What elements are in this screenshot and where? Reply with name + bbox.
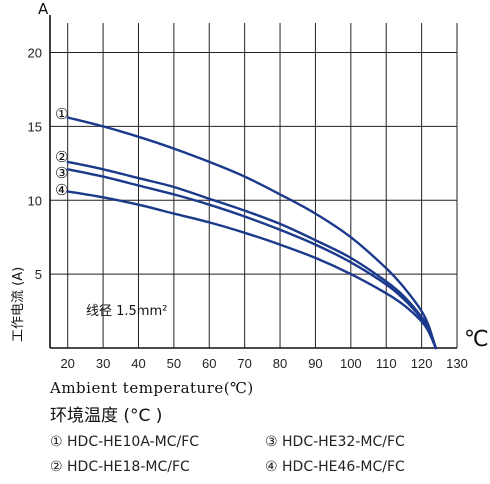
legend-label: HDC-HE46-MC/FC: [282, 459, 405, 475]
series-line-3: [66, 168, 437, 350]
x-tick-label: 100: [340, 356, 362, 371]
x-axis-title-en: Ambient temperature(℃): [50, 379, 254, 397]
y-axis-title: 工作电流 (A): [11, 267, 26, 342]
x-tick-label: 30: [96, 356, 110, 371]
x-unit-label: ℃: [464, 327, 489, 352]
x-tick-label: 90: [308, 356, 322, 371]
x-axis-title-cn: 环境温度 (°C ): [50, 406, 163, 426]
legend-label: HDC-HE18-MC/FC: [67, 459, 190, 475]
legend-marker: ①: [50, 434, 63, 450]
series-marker-4: ④: [55, 181, 68, 199]
x-tick-label: 130: [446, 356, 468, 371]
legend-label: HDC-HE10A-MC/FC: [67, 434, 200, 450]
x-tick-label: 110: [376, 356, 397, 371]
series-marker-2: ②: [55, 148, 68, 166]
legend-marker: ④: [265, 459, 278, 475]
tick-labels: 20 30 40 50 60 70 80 90 100 110 120 130 5 10 15 20: [28, 46, 468, 371]
series-line-4: [66, 190, 437, 350]
y-tick-label: 10: [28, 193, 42, 208]
x-tick-label: 120: [411, 356, 433, 371]
y-tick-label: 15: [28, 119, 42, 134]
legend-item-4: ④ HDC-HE46-MC/FC: [265, 459, 405, 475]
y-unit-label: A: [38, 0, 49, 18]
series-marker-1: ①: [55, 105, 68, 123]
x-tick-label: 70: [237, 356, 251, 371]
y-tick-label: 20: [28, 46, 42, 61]
legend-marker: ③: [265, 434, 278, 450]
legend-label: HDC-HE32-MC/FC: [282, 434, 405, 450]
x-tick-label: 60: [202, 356, 216, 371]
legend-marker: ②: [50, 459, 63, 475]
legend-item-3: ③ HDC-HE32-MC/FC: [265, 434, 405, 450]
series-lines: [66, 116, 437, 350]
y-tick-label: 5: [35, 267, 42, 282]
x-tick-label: 20: [60, 356, 74, 371]
legend-item-1: ① HDC-HE10A-MC/FC: [50, 434, 199, 450]
axes: [49, 15, 457, 349]
series-line-1: [66, 116, 437, 350]
series-line-2: [66, 160, 437, 350]
grid: [50, 23, 458, 348]
legend-item-2: ② HDC-HE18-MC/FC: [50, 459, 190, 475]
x-tick-label: 50: [167, 356, 181, 371]
x-tick-label: 40: [131, 356, 145, 371]
wire-gauge-annotation: 线径 1.5mm²: [86, 304, 167, 319]
series-marker-3: ③: [55, 164, 68, 182]
x-tick-label: 80: [273, 356, 287, 371]
